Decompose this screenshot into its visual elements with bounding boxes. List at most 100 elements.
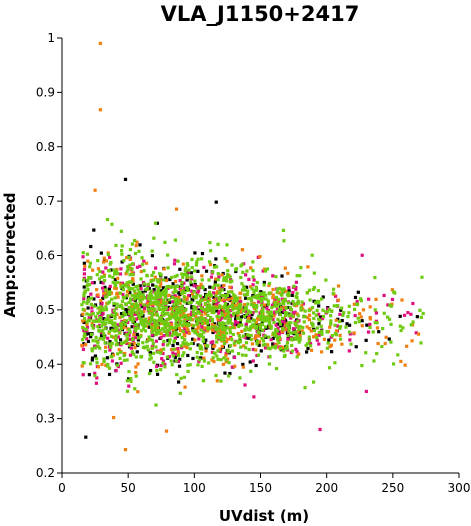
data-point (275, 290, 279, 294)
data-point (132, 324, 137, 328)
data-point (90, 310, 94, 314)
data-point (263, 342, 267, 347)
data-point (399, 359, 403, 363)
data-point (213, 283, 217, 287)
data-point (89, 244, 93, 249)
data-point (275, 304, 279, 308)
data-point (222, 294, 227, 298)
data-point (185, 278, 189, 282)
data-point (82, 267, 87, 271)
data-point (298, 324, 302, 328)
data-point (145, 304, 150, 308)
data-point (118, 338, 123, 342)
data-point (130, 267, 134, 271)
data-point (398, 314, 402, 318)
data-point (283, 327, 287, 331)
data-point (121, 292, 125, 297)
data-point (298, 333, 302, 337)
data-point (213, 329, 218, 334)
data-point (142, 309, 146, 314)
y-tick-label: 0.8 (36, 140, 55, 154)
data-point (203, 318, 207, 322)
data-point (234, 269, 238, 274)
data-point (148, 301, 153, 305)
data-point (294, 280, 298, 284)
data-point (133, 312, 138, 316)
data-point (333, 361, 337, 365)
data-point (338, 326, 342, 330)
data-point (189, 300, 193, 304)
data-point (255, 304, 259, 308)
data-point (81, 312, 85, 316)
data-point (156, 280, 160, 284)
data-point (263, 325, 268, 329)
data-point (212, 299, 216, 304)
data-point (279, 287, 284, 291)
data-point (261, 328, 265, 332)
y-tick-label: 0.3 (36, 412, 55, 426)
data-point (194, 296, 198, 300)
data-point (419, 315, 423, 319)
data-point (251, 323, 255, 327)
data-point (157, 286, 161, 290)
data-point (200, 274, 204, 278)
data-point (289, 321, 293, 325)
data-point (114, 334, 118, 338)
data-point (290, 349, 294, 353)
data-point (137, 336, 141, 340)
data-point (245, 319, 250, 323)
data-point (320, 329, 324, 333)
data-point (268, 321, 272, 325)
data-point (207, 278, 211, 282)
data-point (112, 335, 116, 339)
data-point (293, 336, 297, 340)
data-point (142, 307, 147, 311)
data-point (254, 305, 259, 310)
data-point (162, 347, 166, 351)
data-point (242, 344, 246, 348)
data-point (150, 296, 154, 300)
data-point (185, 261, 189, 266)
data-point (203, 341, 207, 345)
data-point (219, 358, 223, 362)
data-point (250, 303, 254, 307)
data-point (101, 312, 105, 316)
data-point (166, 253, 170, 257)
data-point (132, 352, 136, 356)
data-point (260, 336, 264, 341)
data-point (178, 292, 182, 297)
data-point (202, 330, 206, 334)
data-point (275, 338, 280, 342)
data-point (291, 327, 295, 331)
data-point (281, 300, 286, 304)
data-point (227, 374, 231, 378)
data-point (210, 323, 214, 327)
data-point (249, 337, 253, 342)
data-point (176, 350, 180, 354)
data-point (136, 296, 140, 300)
data-point (214, 325, 218, 329)
data-point (132, 289, 137, 293)
data-point (82, 316, 87, 321)
data-point (107, 372, 112, 377)
data-point (156, 350, 160, 354)
data-point (159, 282, 163, 286)
data-point (217, 311, 221, 315)
data-point (175, 373, 179, 377)
data-point (174, 207, 179, 211)
data-point (181, 262, 185, 266)
data-point (233, 317, 238, 321)
data-point (371, 330, 375, 334)
data-point (130, 242, 134, 246)
data-point (220, 273, 224, 277)
data-point (118, 315, 122, 320)
data-point (90, 281, 94, 285)
data-point (201, 317, 206, 321)
data-point (232, 341, 236, 345)
data-point (109, 319, 114, 323)
data-point (143, 346, 147, 350)
data-point (244, 346, 248, 350)
data-point (317, 333, 321, 337)
data-point (223, 316, 227, 320)
data-point (245, 336, 249, 340)
